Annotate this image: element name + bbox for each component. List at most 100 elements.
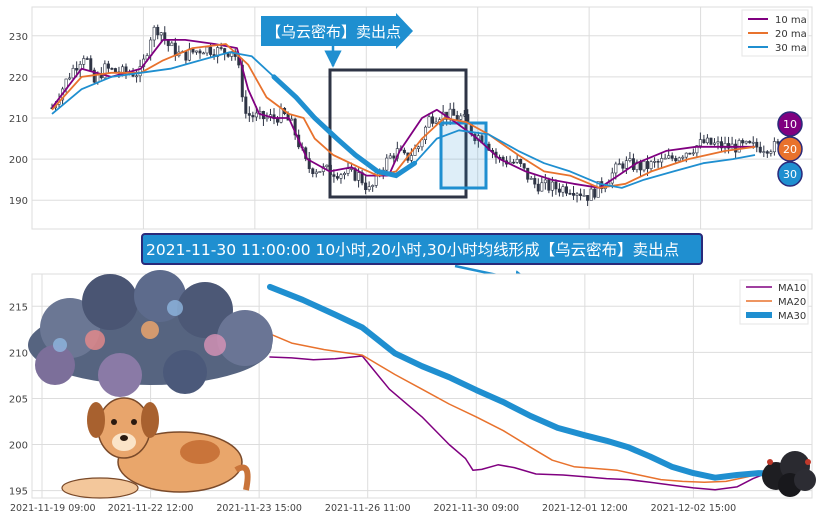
candle-body	[427, 116, 431, 128]
candle-body	[385, 157, 389, 171]
candle-body	[741, 140, 745, 144]
banner-text: 2021-11-30 11:00:00 10小时,20小时,30小时均线形成【乌…	[146, 241, 679, 259]
candle-body	[388, 155, 392, 159]
candle-body	[342, 173, 346, 176]
candle-body	[674, 158, 678, 162]
candle-body	[230, 51, 234, 57]
bottom-x-tick-label: 2021-11-23 15:00	[216, 503, 302, 514]
candle-body	[536, 183, 540, 192]
top-y-tick-label: 230	[9, 32, 28, 43]
badge-30	[777, 161, 803, 187]
candle-body	[209, 46, 213, 55]
candle-body	[339, 174, 343, 179]
cloud-highlight	[167, 300, 183, 316]
candle-body	[638, 161, 642, 171]
candle-body	[138, 66, 142, 77]
legend-label-30ma: 30 ma	[775, 43, 807, 54]
candle-body	[649, 161, 653, 169]
top-ma-lines	[51, 39, 756, 189]
dog-ear	[141, 402, 159, 438]
dark-cloud-illustration	[762, 451, 816, 497]
candle-body	[194, 50, 198, 53]
candle-body	[702, 139, 706, 144]
candle-body	[367, 186, 371, 190]
top-y-tick-label: 210	[9, 114, 28, 125]
top-grid	[32, 7, 812, 229]
legend-label-MA20: MA20	[778, 297, 806, 308]
candle-body	[184, 51, 188, 61]
candle-body	[106, 63, 110, 69]
badge-10-label: 10	[783, 118, 797, 131]
bottom-x-tick-label: 2021-12-02 15:00	[651, 503, 737, 514]
candle-body	[579, 193, 583, 197]
dark-cloud-spark	[805, 459, 811, 465]
candle-body	[519, 159, 523, 164]
candle-body	[667, 155, 671, 159]
candle-body	[515, 159, 519, 163]
top-legend: 10 ma 20 ma 30 ma	[741, 9, 809, 57]
top-y-tick-label: 200	[9, 155, 28, 166]
candle-body	[276, 118, 280, 123]
cloud-puff	[163, 350, 207, 394]
candle-body	[670, 155, 674, 159]
candle-body	[325, 164, 329, 168]
candle-body	[251, 115, 255, 118]
banner-box	[141, 233, 703, 265]
candle-body	[392, 155, 396, 159]
candle-body	[265, 116, 269, 120]
candle-body	[452, 108, 456, 116]
candle-body	[656, 160, 660, 163]
candle-body	[575, 193, 579, 196]
candle-body	[170, 42, 174, 47]
candle-body	[159, 32, 163, 36]
candle-body	[75, 68, 79, 71]
bottom-x-tick-label: 2021-11-22 12:00	[108, 503, 194, 514]
callout-arrow-shape	[261, 13, 413, 49]
cloud-highlight	[85, 330, 105, 350]
candle-body	[557, 188, 561, 193]
candle-body	[402, 149, 406, 154]
candle-body	[512, 161, 516, 164]
bottom-line-MA10	[269, 355, 803, 491]
dog-eye	[131, 419, 137, 425]
candle-body	[135, 75, 139, 78]
top-line-30ma-highlight	[271, 74, 418, 179]
candle-body	[318, 171, 322, 173]
candle-body	[660, 158, 664, 163]
bottom-legend: MA10 MA20 MA30	[739, 279, 809, 325]
dog-paws	[61, 477, 139, 499]
candle-body	[244, 96, 248, 114]
candle-body	[173, 42, 177, 57]
dog-nose	[120, 435, 128, 441]
candle-body	[751, 141, 755, 144]
candle-body	[346, 168, 350, 174]
top-line-20ma	[51, 43, 756, 189]
candle-body	[202, 52, 206, 55]
badge-10	[777, 111, 803, 137]
candle-body	[543, 179, 547, 184]
candle-body	[727, 143, 731, 149]
candle-body	[564, 186, 568, 194]
candle-body	[533, 178, 537, 185]
candle-body	[205, 46, 209, 54]
callout-text: 【乌云密布】卖出点	[266, 23, 401, 41]
candle-body	[226, 53, 230, 57]
candle-body	[149, 39, 153, 56]
candle-body	[621, 163, 625, 169]
candle-body	[748, 140, 752, 144]
candle-body	[723, 143, 727, 149]
dog-eye	[111, 419, 117, 425]
bottom-y-tick-label: 195	[9, 487, 28, 498]
candle-body	[540, 182, 544, 192]
candle-body	[332, 174, 336, 177]
candle-body	[758, 146, 762, 153]
candle-body	[71, 68, 75, 79]
cloud-highlight	[204, 334, 226, 356]
candle-body	[709, 137, 713, 145]
cloud-puff	[177, 282, 233, 338]
bottom-y-tick-label: 200	[9, 441, 28, 452]
bottom-x-tick-label: 2021-11-26 11:00	[325, 503, 411, 514]
candle-body	[416, 146, 420, 149]
dark-cloud-puff	[794, 469, 816, 491]
